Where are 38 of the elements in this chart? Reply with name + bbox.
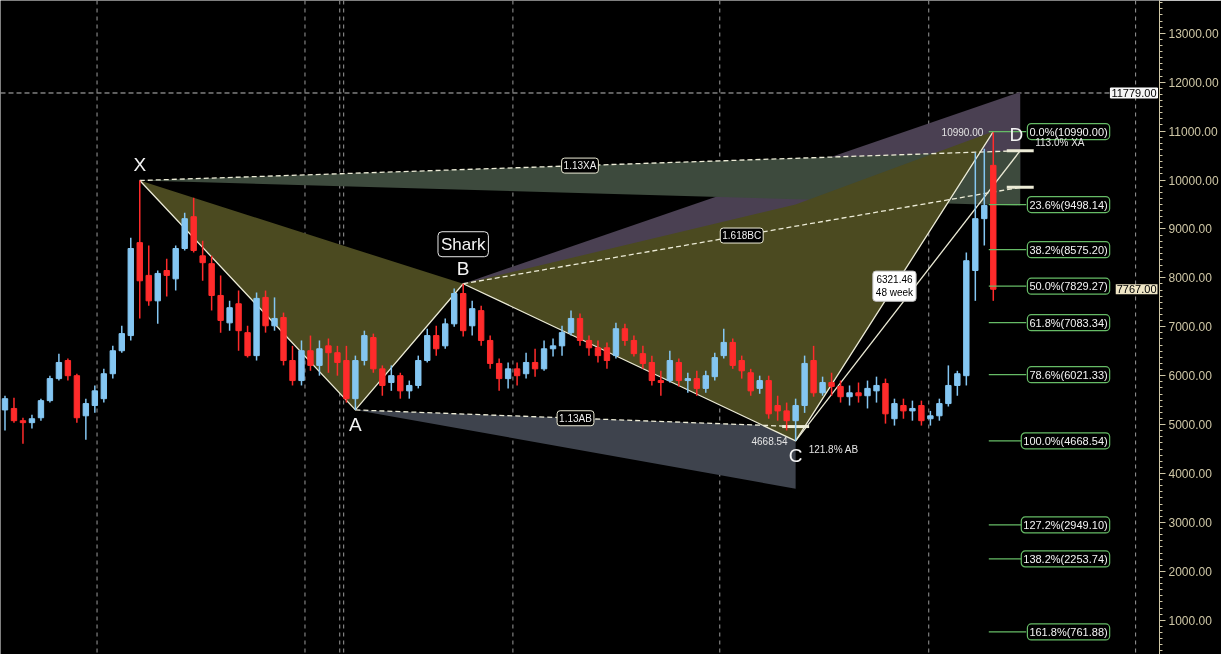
ref-line-label: 0.0%(10990.00) [1029,125,1108,138]
ref-line-label: 23.6%(9498.14) [1029,198,1108,211]
ref-line-label: 61.8%(7083.34) [1029,316,1108,329]
ref-line-label: 127.2%(2949.10) [1023,518,1108,531]
ref-line-label: 50.0%(7829.27) [1029,280,1108,293]
annotation: A [349,413,363,435]
annotation: X [133,153,147,175]
y-tick-label: 1000.00 [1168,613,1213,628]
y-tick-label: 11000.00 [1168,124,1218,139]
y-tick-label: 4000.00 [1168,467,1213,482]
annotation: C [788,444,803,466]
annotation: Shark [441,234,486,254]
y-tick-label: 12000.00 [1168,75,1219,90]
ref-line-label: 11779.00 [1111,87,1157,99]
annotation: 10990.00 [941,126,984,138]
y-tick-label: 9000.00 [1168,222,1213,237]
y-tick-label: 10000.00 [1168,173,1219,188]
series-label: 1.13XA [563,160,597,172]
annotation: 113.0% XA [1035,137,1085,149]
y-tick-label: 13000.00 [1168,26,1219,41]
ref-line-label: 161.8%(761.88) [1029,625,1108,638]
series-label: 1.618BC [722,230,762,242]
series-label: 1.13AB [559,412,593,424]
y-tick-label: 7000.00 [1168,320,1213,335]
y-tick-label: 3000.00 [1168,515,1213,530]
ref-line-label: 38.2%(8575.20) [1029,243,1108,256]
y-tick-label: 6000.00 [1168,369,1213,384]
ref-line-label: 78.6%(6021.33) [1029,368,1108,381]
annotation: 4668.54 [751,435,789,447]
annotation: B [456,257,470,279]
y-tick-label: 8000.00 [1168,271,1213,286]
ref-line-label: 100.0%(4668.54) [1023,434,1108,447]
annotation: 7767.00 [1116,283,1157,296]
annotation: 121.8% AB [808,444,859,456]
y-tick-label: 5000.00 [1168,418,1213,433]
ref-line-label: 138.2%(2253.74) [1023,552,1108,565]
annotation: 6321.46 48 week [875,274,915,299]
y-tick-label: 2000.00 [1168,564,1213,579]
